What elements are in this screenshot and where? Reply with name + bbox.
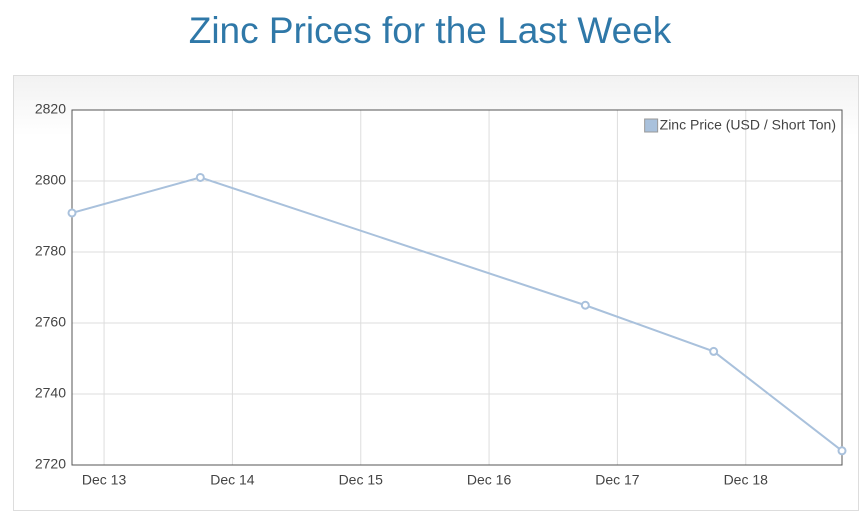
point [709, 346, 719, 356]
point [580, 300, 590, 310]
point [195, 172, 205, 182]
x-tick-label: Dec 16 [467, 472, 512, 488]
legend-label: Zinc Price (USD / Short Ton) [660, 117, 836, 133]
legend-swatch [644, 118, 659, 133]
y-tick-label: 2820 [35, 101, 66, 117]
y-tick-label: 2780 [35, 243, 66, 259]
y-tick-label: 2760 [35, 314, 66, 330]
x-tick-label: Dec 15 [339, 472, 384, 488]
point [67, 208, 77, 218]
chart-title: Zinc Prices for the Last Week [188, 10, 672, 51]
x-tick-label: Dec 14 [210, 472, 255, 488]
x-tick-label: Dec 18 [724, 472, 769, 488]
plot-area [72, 110, 842, 465]
point [837, 446, 847, 456]
y-tick-label: 2800 [35, 172, 66, 188]
plot-border [71, 109, 843, 466]
x-tick-label: Dec 13 [82, 472, 127, 488]
x-tick-label: Dec 17 [595, 472, 640, 488]
y-tick-label: 2720 [35, 456, 66, 472]
y-tick-label: 2740 [35, 385, 66, 401]
